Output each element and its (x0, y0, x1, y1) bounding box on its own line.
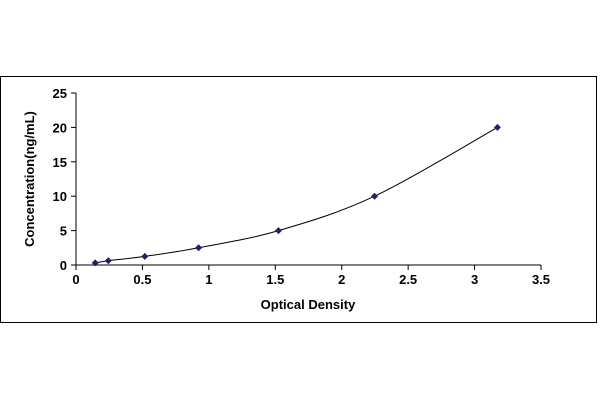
data-point (371, 192, 379, 200)
data-point (104, 257, 112, 265)
scatter-chart: 0 0.5 1 1.5 2 2.5 3 3.5 0 5 10 15 20 25 Optical Dens… (22, 86, 550, 312)
data-point (493, 123, 501, 131)
axes (75, 93, 541, 266)
data-point (274, 227, 282, 235)
y-tick-label: 20 (53, 120, 67, 135)
x-tick-label: 1.5 (266, 272, 284, 287)
y-tick-label: 25 (53, 86, 67, 101)
y-tick-label: 0 (60, 258, 67, 273)
x-tick-label: 1 (205, 272, 212, 287)
x-tick-label: 0 (72, 272, 79, 287)
x-tick-label: 2.5 (399, 272, 417, 287)
y-tick-label: 5 (60, 224, 67, 239)
x-tick-label: 3 (471, 272, 478, 287)
y-ticks: 0 5 10 15 20 25 (53, 86, 76, 273)
x-tick-label: 0.5 (133, 272, 151, 287)
data-point (195, 244, 203, 252)
data-points (91, 123, 501, 267)
fit-curve (95, 126, 498, 264)
chart-frame: 0 0.5 1 1.5 2 2.5 3 3.5 0 5 10 15 20 25 Optical Dens… (0, 76, 597, 323)
x-tick-label: 3.5 (532, 272, 550, 287)
data-point (91, 259, 99, 267)
x-ticks: 0 0.5 1 1.5 2 2.5 3 3.5 (72, 265, 550, 287)
y-tick-label: 15 (53, 155, 67, 170)
y-axis-title: Concentration(ng/mL) (22, 111, 37, 247)
data-point (141, 252, 149, 260)
x-axis-title: Optical Density (261, 297, 356, 312)
x-tick-label: 2 (338, 272, 345, 287)
y-tick-label: 10 (53, 189, 67, 204)
